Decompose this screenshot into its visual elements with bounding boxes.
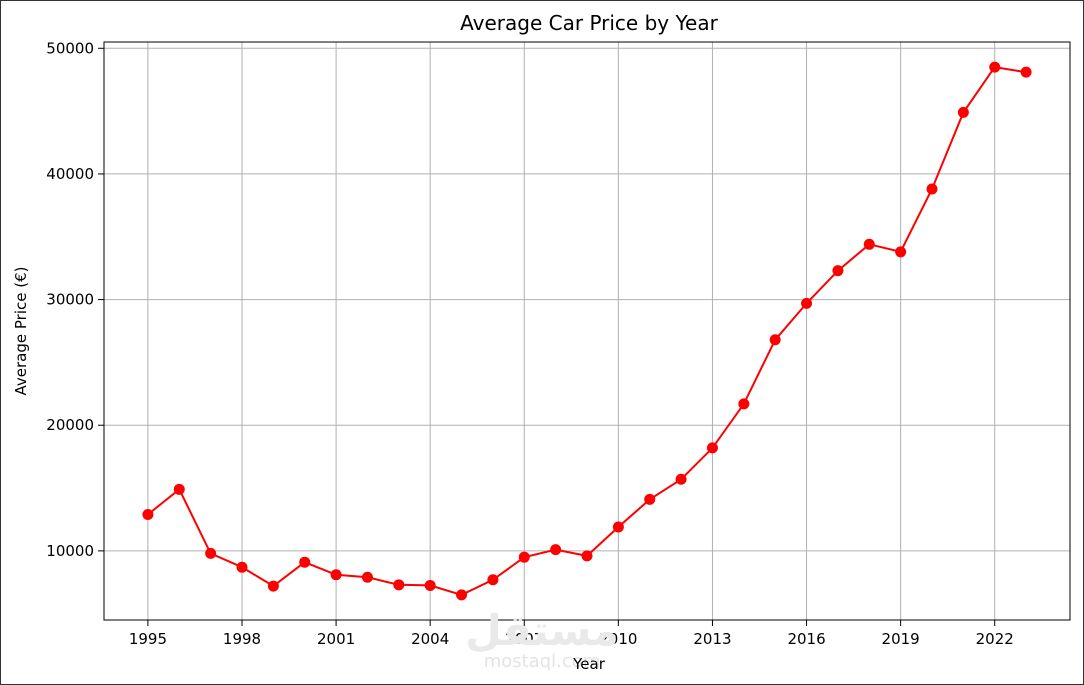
data-point: [926, 183, 938, 195]
x-tick-label: 2016: [787, 630, 825, 648]
data-point: [550, 544, 562, 556]
data-point: [267, 580, 279, 592]
x-axis-label: Year: [572, 655, 606, 673]
x-tick-label: 2010: [599, 630, 637, 648]
series-line: [147, 66, 1027, 596]
watermark-arabic: مستقل: [465, 606, 619, 655]
data-point: [769, 334, 781, 346]
data-point: [361, 571, 373, 583]
y-tick-label: 20000: [46, 416, 94, 434]
data-point: [863, 238, 875, 250]
data-point: [895, 246, 907, 258]
data-point: [1020, 66, 1032, 78]
data-point: [456, 589, 468, 601]
data-point: [675, 473, 687, 485]
x-tick-label: 2004: [411, 630, 449, 648]
series-layer: [142, 61, 1032, 601]
y-axis-label: Average Price (€): [12, 267, 30, 396]
x-tick-label: 2001: [317, 630, 355, 648]
data-point: [706, 442, 718, 454]
data-point: [487, 574, 499, 586]
data-point: [518, 551, 530, 563]
watermark-latin: mostaql.com: [484, 651, 601, 672]
data-point: [142, 508, 154, 520]
data-point: [205, 547, 217, 559]
y-tick-label: 40000: [46, 165, 94, 183]
x-tick-label: 2022: [976, 630, 1014, 648]
x-tick-label: 2019: [882, 630, 920, 648]
data-point: [644, 493, 656, 505]
data-point: [612, 521, 624, 533]
y-tick-label: 50000: [46, 39, 94, 57]
y-tick-label: 10000: [46, 542, 94, 560]
data-point: [832, 265, 844, 277]
data-point: [581, 550, 593, 562]
data-point: [738, 398, 750, 410]
ticks-layer: 1995 1998 2001 2004 2007 2010 2013 2016 2019 2022…: [46, 39, 1014, 648]
x-tick-label: 1998: [223, 630, 261, 648]
plot-area-border: [103, 41, 1071, 621]
x-tick-label: 1995: [129, 630, 167, 648]
data-point: [424, 579, 436, 591]
data-point: [330, 569, 342, 581]
y-tick-label: 30000: [46, 291, 94, 309]
data-point: [801, 297, 813, 309]
data-point: [393, 579, 405, 591]
data-point: [989, 61, 1001, 73]
data-point: [173, 483, 185, 495]
chart-title: Average Car Price by Year: [460, 11, 718, 35]
x-tick-label: 2007: [505, 630, 543, 648]
grid-layer: [104, 42, 1070, 620]
data-point: [299, 556, 311, 568]
x-tick-label: 2013: [693, 630, 731, 648]
data-point: [957, 106, 969, 118]
data-point: [236, 561, 248, 573]
